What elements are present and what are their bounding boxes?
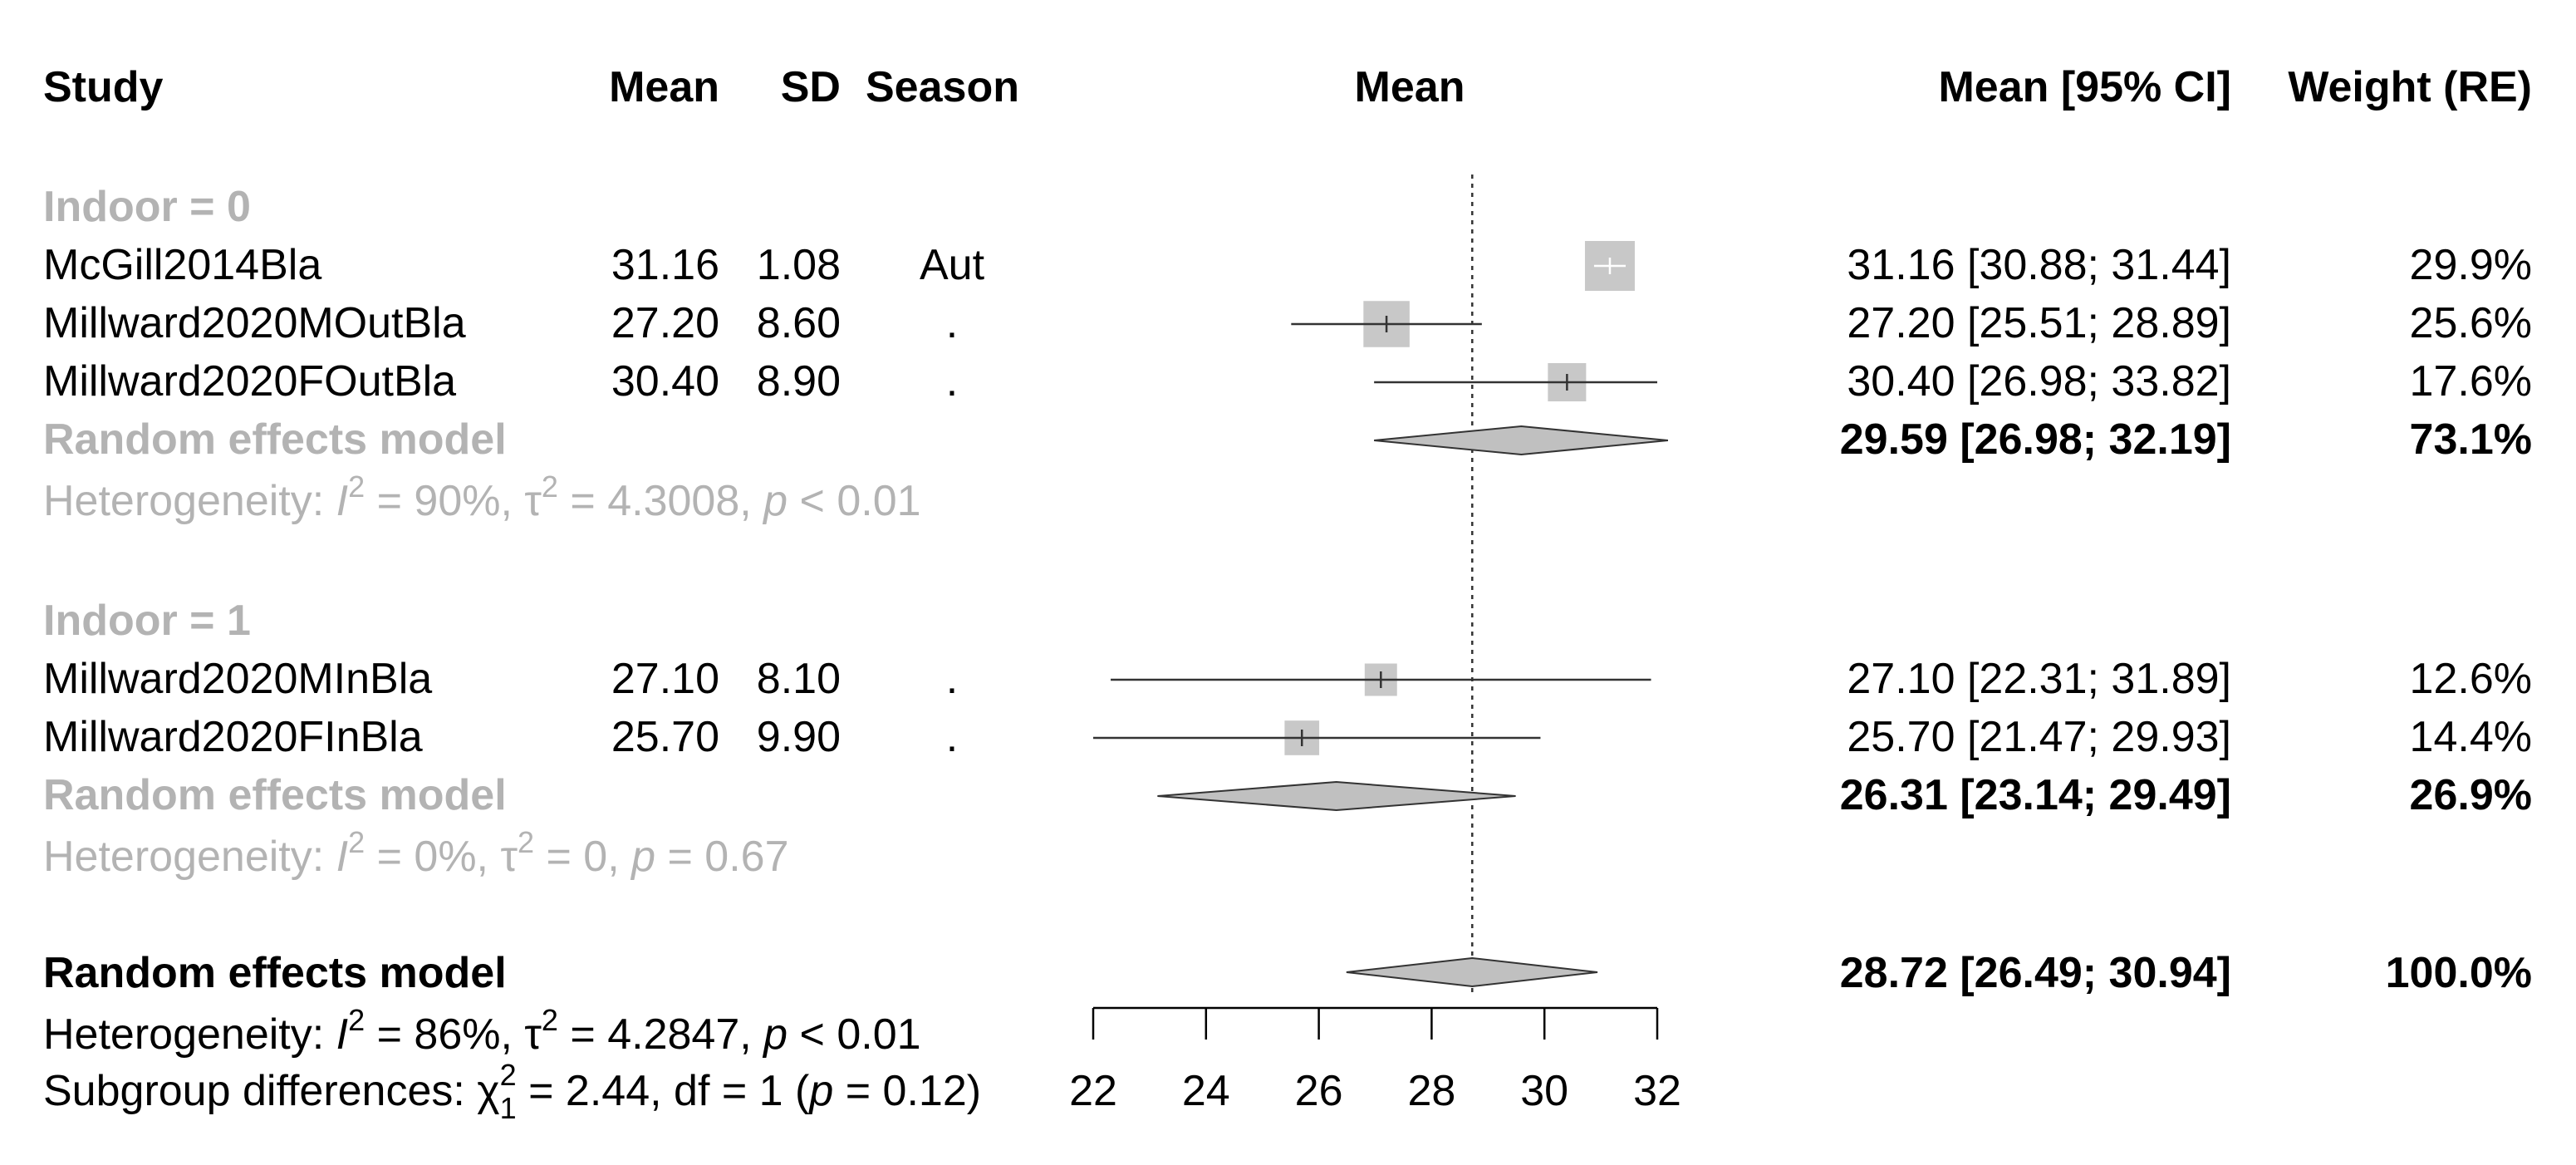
study-mean: 27.10 [611,655,719,703]
model-label: Random effects model [43,415,507,464]
overall-section: Random effects model 28.72 [26.49; 30.94… [43,949,2532,1125]
study-ci: 31.16 [30.88; 31.44] [1847,241,2231,289]
subgroup-differences-text: Subgroup differences: χ2 1 = 2.44, df = 1… [43,1058,981,1125]
header-season: Season [866,63,1019,111]
overall-model-label: Random effects model [43,949,507,997]
study-row: Millward2020FOutBla 30.40 8.90 . 30.40 [… [43,357,2532,406]
study-row: Millward2020MOutBla 27.20 8.60 . 27.20 [… [43,299,2532,347]
study-sd: 8.90 [757,357,841,406]
study-name: McGill2014Bla [43,241,321,289]
header-plot-mean: Mean [1355,63,1465,111]
overall-model-ci: 28.72 [26.49; 30.94] [1840,949,2231,997]
heterogeneity-text: Heterogeneity: I2 = 0%, τ2 = 0, p = 0.67 [43,825,789,881]
subgroup-model-row: Random effects model 29.59 [26.98; 32.19… [43,415,2532,464]
study-name: Millward2020MOutBla [43,299,466,347]
study-row: McGill2014Bla 31.16 1.08 Aut 31.16 [30.8… [43,241,2532,289]
model-weight: 26.9% [2410,771,2532,819]
study-weight: 14.4% [2410,713,2532,761]
x-axis-tick-label: 26 [1295,1067,1343,1115]
study-row: Millward2020MInBla 27.10 8.10 . 27.10 [2… [43,655,2532,703]
subgroup-model-row: Random effects model 26.31 [23.14; 29.49… [43,771,2532,819]
subgroup-label: Indoor = 0 [43,183,251,231]
study-season: Aut [920,241,985,289]
study-ci: 30.40 [26.98; 33.82] [1847,357,2231,406]
study-sd: 8.10 [757,655,841,703]
overall-diamond [1346,956,1598,988]
study-ci: 25.70 [21.47; 29.93] [1847,713,2231,761]
x-axis-tick-label: 30 [1520,1067,1568,1115]
model-ci: 29.59 [26.98; 32.19] [1840,415,2231,464]
model-weight: 73.1% [2410,415,2532,464]
study-row: Millward2020FInBla 25.70 9.90 . 25.70 [2… [43,713,2532,761]
overall-model-row: Random effects model 28.72 [26.49; 30.94… [43,949,2532,997]
model-label: Random effects model [43,771,507,819]
x-axis-tick-label: 28 [1407,1067,1455,1115]
x-axis-tick-label: 24 [1182,1067,1230,1115]
study-sd: 9.90 [757,713,841,761]
subgroup-diamond [1374,425,1668,456]
study-weight: 17.6% [2410,357,2532,406]
heterogeneity-text: Heterogeneity: I2 = 90%, τ2 = 4.3008, p … [43,469,921,525]
x-axis-tick-label: 22 [1069,1067,1117,1115]
overall-heterogeneity-text: Heterogeneity: I2 = 86%, τ2 = 4.2847, p … [43,1003,921,1059]
header-mean: Mean [609,63,719,111]
study-sd: 8.60 [757,299,841,347]
study-weight: 29.9% [2410,241,2532,289]
study-season: . [946,299,958,347]
study-ci: 27.20 [25.51; 28.89] [1847,299,2231,347]
overall-model-weight: 100.0% [2386,949,2532,997]
study-name: Millward2020FInBla [43,713,423,761]
header-sd: SD [781,63,841,111]
header-ci: Mean [95% CI] [1938,63,2231,111]
column-headers: Study Mean SD Season Mean Mean [95% CI] … [43,63,2532,111]
x-axis-tick-label: 32 [1633,1067,1681,1115]
study-weight: 25.6% [2410,299,2532,347]
header-weight: Weight (RE) [2288,63,2532,111]
header-study: Study [43,63,164,111]
study-season: . [946,357,958,406]
subgroup-indoor-0: Indoor = 0 McGill2014Bla 31.16 1.08 Aut … [43,183,2532,525]
study-ci: 27.10 [22.31; 31.89] [1847,655,2231,703]
study-sd: 1.08 [757,241,841,289]
study-mean: 25.70 [611,713,719,761]
study-name: Millward2020MInBla [43,655,432,703]
model-ci: 26.31 [23.14; 29.49] [1840,771,2231,819]
study-mean: 30.40 [611,357,719,406]
study-season: . [946,655,958,703]
study-season: . [946,713,958,761]
subgroup-label: Indoor = 1 [43,597,251,645]
subgroup-diamond [1157,780,1516,812]
study-mean: 27.20 [611,299,719,347]
subgroup-indoor-1: Indoor = 1 Millward2020MInBla 27.10 8.10… [43,597,2532,881]
study-weight: 12.6% [2410,655,2532,703]
study-mean: 31.16 [611,241,719,289]
plot-marks: 22 24 26 28 30 32 [1069,175,1681,1115]
study-name: Millward2020FOutBla [43,357,456,406]
